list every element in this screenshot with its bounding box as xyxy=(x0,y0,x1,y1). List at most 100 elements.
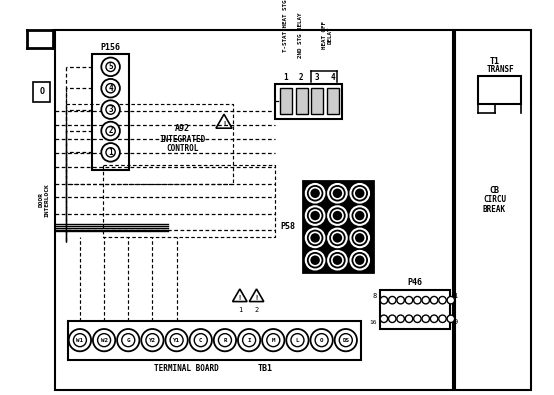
Circle shape xyxy=(218,334,232,347)
Circle shape xyxy=(106,62,115,71)
Text: I: I xyxy=(247,338,251,342)
Bar xyxy=(33,82,50,102)
Circle shape xyxy=(414,315,421,322)
Circle shape xyxy=(332,210,343,221)
Text: 6: 6 xyxy=(313,211,317,220)
Text: C: C xyxy=(199,338,203,342)
Text: 4: 4 xyxy=(108,84,113,93)
Text: P58: P58 xyxy=(281,222,296,231)
Text: 1: 1 xyxy=(357,189,362,198)
Circle shape xyxy=(69,329,91,351)
Bar xyxy=(92,54,129,170)
Circle shape xyxy=(447,297,455,304)
Circle shape xyxy=(339,334,352,347)
Circle shape xyxy=(406,297,413,304)
Text: P46: P46 xyxy=(408,278,423,287)
Circle shape xyxy=(328,206,347,225)
Circle shape xyxy=(101,143,120,162)
Circle shape xyxy=(422,315,429,322)
Circle shape xyxy=(315,334,328,347)
Circle shape xyxy=(106,126,115,135)
Text: 4: 4 xyxy=(357,211,362,220)
Text: 2: 2 xyxy=(335,189,340,198)
Circle shape xyxy=(166,329,188,351)
Circle shape xyxy=(146,334,159,347)
Circle shape xyxy=(439,315,446,322)
Text: L: L xyxy=(296,338,299,342)
Circle shape xyxy=(306,229,325,247)
Text: DOOR
INTERLOCK: DOOR INTERLOCK xyxy=(38,183,49,216)
Text: 4: 4 xyxy=(331,73,335,83)
Circle shape xyxy=(332,232,343,243)
Circle shape xyxy=(310,210,321,221)
Text: INTEGRATED: INTEGRATED xyxy=(159,135,206,144)
Bar xyxy=(311,88,324,114)
Circle shape xyxy=(439,297,446,304)
Circle shape xyxy=(328,251,347,269)
Circle shape xyxy=(414,297,421,304)
Text: 5: 5 xyxy=(335,211,340,220)
Text: HEAT OFF
DELAY: HEAT OFF DELAY xyxy=(322,21,332,49)
Text: O: O xyxy=(320,338,324,342)
Text: G: G xyxy=(126,338,130,342)
Circle shape xyxy=(189,329,212,351)
Circle shape xyxy=(101,122,120,140)
Text: Y1: Y1 xyxy=(173,338,180,342)
Circle shape xyxy=(310,255,321,266)
Circle shape xyxy=(332,255,343,266)
Circle shape xyxy=(351,206,369,225)
Circle shape xyxy=(286,329,309,351)
Text: 2: 2 xyxy=(299,73,304,83)
Circle shape xyxy=(380,297,388,304)
Circle shape xyxy=(422,297,429,304)
Text: 0: 0 xyxy=(357,256,362,265)
Bar xyxy=(478,76,521,104)
Text: 1: 1 xyxy=(238,307,242,313)
Text: 1: 1 xyxy=(108,148,113,157)
Circle shape xyxy=(238,329,260,351)
Text: R: R xyxy=(223,338,227,342)
Text: O: O xyxy=(39,87,44,96)
Text: TB1: TB1 xyxy=(258,365,273,373)
Text: DS: DS xyxy=(342,338,349,342)
Text: 2ND STG RELAY: 2ND STG RELAY xyxy=(297,13,302,58)
Circle shape xyxy=(267,334,280,347)
Circle shape xyxy=(106,148,115,157)
Circle shape xyxy=(101,79,120,98)
Text: 3: 3 xyxy=(313,189,317,198)
Circle shape xyxy=(306,251,325,269)
Circle shape xyxy=(262,329,284,351)
Text: 7: 7 xyxy=(357,233,362,243)
Circle shape xyxy=(141,329,163,351)
Text: TRANSF: TRANSF xyxy=(486,65,514,74)
Circle shape xyxy=(98,334,111,347)
Text: 1: 1 xyxy=(335,256,340,265)
Text: TERMINAL BOARD: TERMINAL BOARD xyxy=(154,365,219,373)
Circle shape xyxy=(101,58,120,76)
Circle shape xyxy=(306,184,325,203)
Circle shape xyxy=(93,329,115,351)
Text: 2: 2 xyxy=(108,126,113,135)
Circle shape xyxy=(351,229,369,247)
Text: !: ! xyxy=(222,122,226,128)
Text: 1: 1 xyxy=(454,293,458,299)
Circle shape xyxy=(310,188,321,199)
Bar xyxy=(380,290,450,329)
Circle shape xyxy=(430,297,438,304)
Text: !: ! xyxy=(254,295,259,301)
Text: 8: 8 xyxy=(372,293,377,299)
Circle shape xyxy=(170,334,183,347)
Circle shape xyxy=(106,105,115,114)
Circle shape xyxy=(388,297,396,304)
Bar xyxy=(303,181,373,272)
Text: A92: A92 xyxy=(175,124,189,133)
Text: W1: W1 xyxy=(76,338,84,342)
Text: CONTROL: CONTROL xyxy=(166,144,198,153)
Bar xyxy=(327,88,339,114)
Circle shape xyxy=(101,100,120,119)
Circle shape xyxy=(351,184,369,203)
Circle shape xyxy=(332,188,343,199)
Circle shape xyxy=(430,315,438,322)
Circle shape xyxy=(291,334,304,347)
Circle shape xyxy=(194,334,207,347)
